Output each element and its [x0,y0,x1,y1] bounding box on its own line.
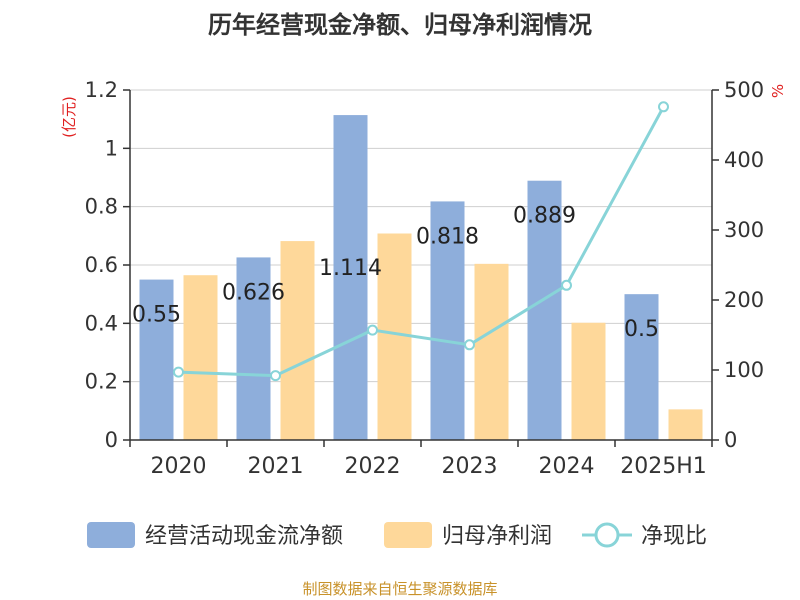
right-axis-unit: % [769,84,787,98]
ratio-point [464,339,475,351]
right-axis-tick-label: 400 [724,148,764,172]
x-axis-tick-label: 2020 [151,454,207,479]
ratio-point [367,324,378,336]
x-axis-tick-label: 2023 [442,454,498,479]
bar-profit [377,233,412,440]
bar-cashflow [624,294,659,440]
left-axis-unit: (亿元) [60,96,78,138]
left-axis-tick-label: 0 [105,428,118,452]
legend-marker-ratio [594,522,620,548]
right-axis-tick-label: 500 [724,78,764,102]
left-axis-tick-label: 1 [105,136,118,160]
bar-cashflow [333,115,368,440]
bar-profit [668,409,703,440]
data-label-cashflow: 0.626 [222,280,285,305]
right-axis-tick-label: 300 [724,218,764,242]
right-axis-tick-label: 200 [724,288,764,312]
bar-profit [280,241,315,440]
legend-label-ratio: 净现比 [641,524,707,549]
data-label-cashflow: 0.5 [624,317,659,342]
left-axis-tick-label: 0.4 [85,311,118,335]
ratio-point [270,370,281,382]
right-axis-tick-label: 0 [724,428,737,452]
x-axis-tick-label: 2025H1 [620,454,707,479]
bar-profit [571,322,606,440]
legend-label-cashflow: 经营活动现金流净额 [145,524,343,549]
ratio-line [178,106,665,378]
bar-cashflow [139,279,174,440]
data-label-cashflow: 0.55 [132,303,181,328]
chart-title: 历年经营现金净额、归母净利润情况 [208,11,592,39]
left-axis-tick-label: 0.6 [85,253,118,277]
right-axis-tick-label: 100 [724,358,764,382]
legend-label-profit: 归母净利润 [442,524,552,549]
bar-cashflow [527,180,562,441]
legend-swatch-profit [384,522,432,548]
ratio-point [173,366,184,378]
bar-cashflow [430,201,465,440]
left-axis-tick-label: 1.2 [85,78,118,102]
bar-profit [474,263,509,440]
left-axis-tick-label: 0.2 [85,370,118,394]
legend-swatch-cashflow [87,522,135,548]
data-label-cashflow: 0.818 [416,224,479,249]
ratio-point [658,101,669,113]
x-axis-tick-label: 2021 [248,454,304,479]
x-axis-tick-label: 2022 [345,454,401,479]
ratio-point [561,279,572,291]
bar-cashflow [236,257,271,440]
x-axis-tick-label: 2024 [539,454,595,479]
left-axis-tick-label: 0.8 [85,195,118,219]
source-note: 制图数据来自恒生聚源数据库 [302,580,497,598]
data-label-cashflow: 0.889 [513,204,576,229]
bar-profit [183,275,218,440]
data-label-cashflow: 1.114 [319,256,382,281]
